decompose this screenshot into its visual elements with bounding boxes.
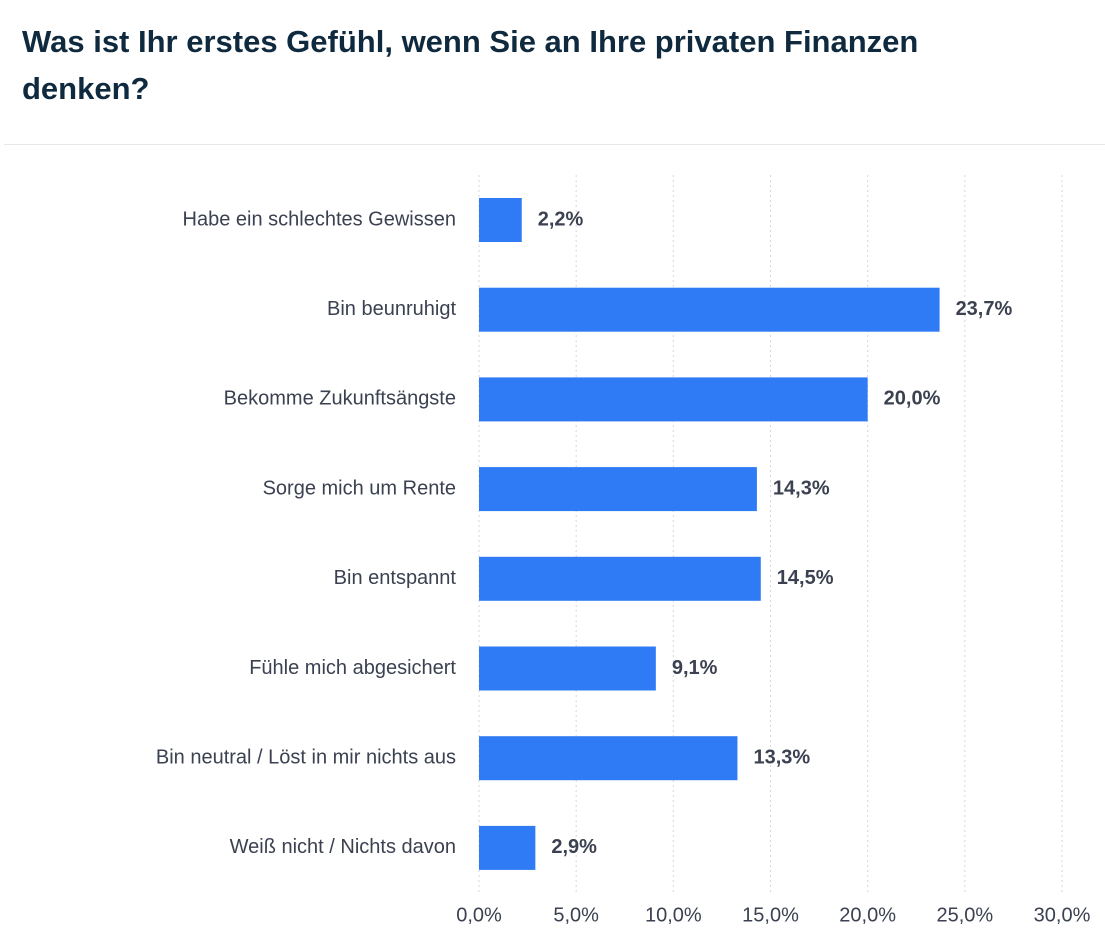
- x-tick-label: 10,0%: [645, 904, 702, 926]
- value-label: 2,2%: [538, 208, 584, 230]
- x-tick-label: 25,0%: [936, 904, 993, 926]
- category-label: Bin beunruhigt: [327, 298, 456, 320]
- chart-title: Was ist Ihr erstes Gefühl, wenn Sie an I…: [22, 24, 919, 106]
- category-label: Bekomme Zukunftsängste: [224, 388, 456, 410]
- x-tick-label: 5,0%: [553, 904, 599, 926]
- x-tick-label: 0,0%: [456, 904, 502, 926]
- bar: [479, 287, 940, 332]
- bar: [479, 377, 868, 422]
- x-tick-label: 30,0%: [1034, 904, 1091, 926]
- value-label: 14,5%: [777, 567, 834, 589]
- bar: [479, 736, 738, 781]
- category-label: Sorge mich um Rente: [263, 477, 456, 499]
- category-label: Bin entspannt: [334, 567, 457, 589]
- bar: [479, 556, 761, 601]
- x-tick-label: 15,0%: [742, 904, 799, 926]
- category-label: Habe ein schlechtes Gewissen: [183, 208, 456, 230]
- bar: [479, 198, 522, 242]
- x-tick-label: 20,0%: [839, 904, 896, 926]
- bar: [479, 646, 656, 691]
- value-label: 9,1%: [672, 657, 718, 679]
- category-label: Bin neutral / Löst in mir nichts aus: [156, 746, 456, 768]
- category-label: Fühle mich abgesichert: [249, 657, 456, 679]
- category-label: Weiß nicht / Nichts davon: [230, 836, 456, 858]
- value-label: 13,3%: [753, 746, 810, 768]
- separator: [4, 144, 1105, 145]
- value-label: 2,9%: [551, 836, 597, 858]
- bar: [479, 825, 536, 870]
- value-label: 14,3%: [773, 477, 830, 499]
- value-label: 23,7%: [956, 298, 1013, 320]
- bar: [479, 467, 757, 512]
- value-label: 20,0%: [884, 388, 941, 410]
